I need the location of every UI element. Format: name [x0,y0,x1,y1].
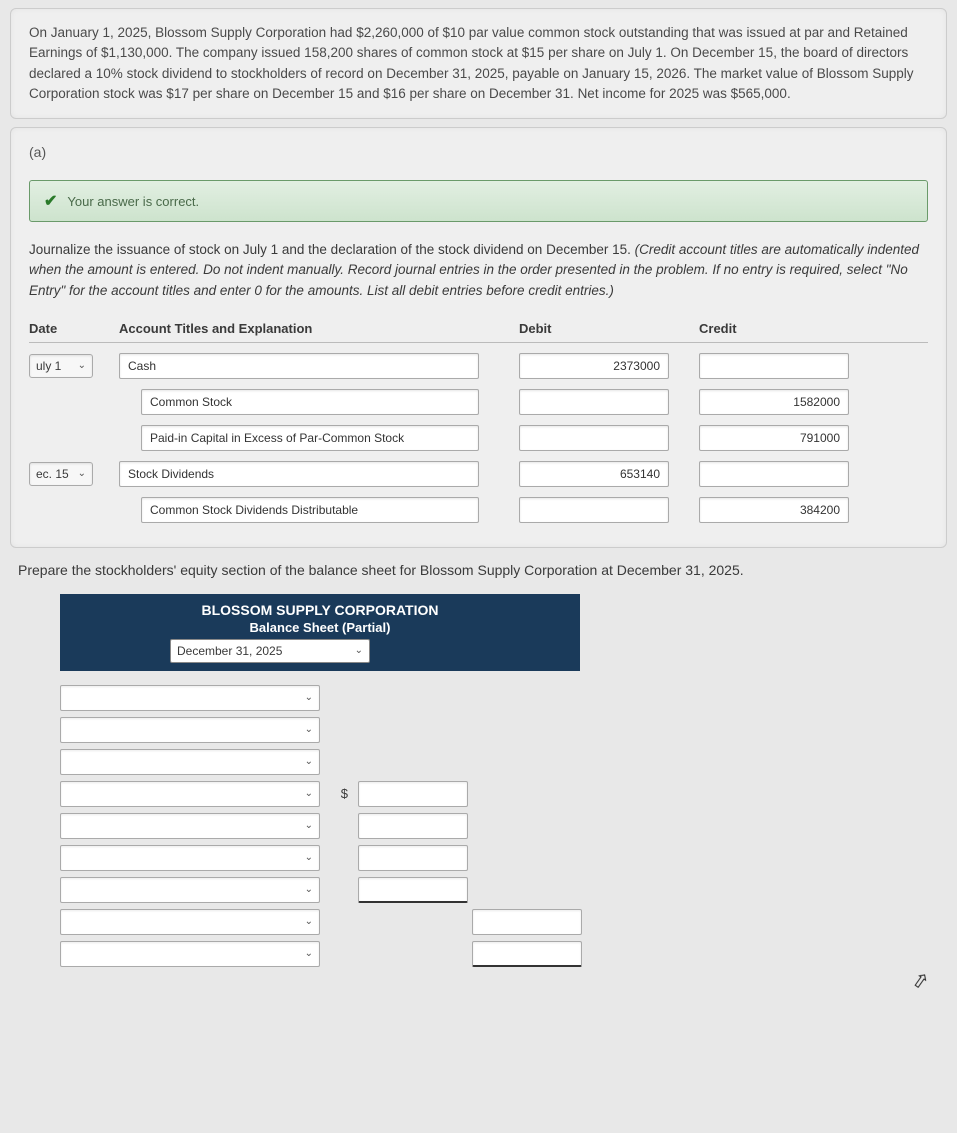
chevron-down-icon: ⌄ [305,948,313,959]
debit-input[interactable] [519,425,669,451]
journal-row: ec. 15 ⌄ Stock Dividends 653140 [29,461,928,487]
chevron-down-icon: ⌄ [305,756,313,767]
date-value: uly 1 [36,359,61,373]
journal-row: Common Stock Dividends Distributable 3842… [29,497,928,523]
debit-input[interactable]: 2373000 [519,353,669,379]
chevron-down-icon: ⌄ [305,852,313,863]
bs-label-select[interactable]: ⌄ [60,909,320,935]
date-select[interactable]: uly 1 ⌄ [29,354,93,378]
bs-label-select[interactable]: ⌄ [60,781,320,807]
debit-input[interactable]: 653140 [519,461,669,487]
date-value: ec. 15 [36,467,69,481]
bs-amount-col1[interactable] [358,877,468,903]
journal-row: uly 1 ⌄ Cash 2373000 [29,353,928,379]
bs-date-value: December 31, 2025 [177,644,282,658]
bs-amount-col1[interactable] [358,845,468,871]
check-icon: ✔ [44,191,57,211]
chevron-down-icon: ⌄ [305,884,313,895]
part-a-instructions: Journalize the issuance of stock on July… [29,240,928,301]
bs-company: BLOSSOM SUPPLY CORPORATION [60,602,580,618]
chevron-down-icon: ⌄ [305,820,313,831]
bs-row: ⌄$ [60,781,580,807]
journal-header: Date Account Titles and Explanation Debi… [29,315,928,343]
banner-text: Your answer is correct. [67,194,199,209]
bs-amount-col2[interactable] [472,909,582,935]
col-date: Date [29,321,119,336]
problem-text: On January 1, 2025, Blossom Supply Corpo… [29,23,928,104]
chevron-down-icon: ⌄ [305,692,313,703]
bs-date-select[interactable]: December 31, 2025 ⌄ [170,639,370,663]
bs-row: ⌄ [60,717,580,743]
bs-title: Balance Sheet (Partial) [60,620,580,635]
balance-sheet: BLOSSOM SUPPLY CORPORATION Balance Sheet… [60,594,580,967]
bs-label-select[interactable]: ⌄ [60,717,320,743]
debit-input[interactable] [519,389,669,415]
bs-row: ⌄ [60,813,580,839]
journal-row: Paid-in Capital in Excess of Par-Common … [29,425,928,451]
chevron-down-icon: ⌄ [78,468,86,479]
part-a-label: (a) [29,142,928,166]
account-title-input[interactable]: Cash [119,353,479,379]
dollar-sign: $ [324,786,354,801]
bs-amount-col1[interactable] [358,781,468,807]
bs-label-select[interactable]: ⌄ [60,685,320,711]
part-b-text: Prepare the stockholders' equity section… [18,562,957,578]
credit-input[interactable] [699,353,849,379]
journal-row: Common Stock 1582000 [29,389,928,415]
bs-row: ⌄ [60,749,580,775]
chevron-down-icon: ⌄ [305,724,313,735]
chevron-down-icon: ⌄ [355,645,363,656]
correct-banner: ✔ Your answer is correct. [29,180,928,222]
account-title-input[interactable]: Common Stock Dividends Distributable [141,497,479,523]
bs-header: BLOSSOM SUPPLY CORPORATION Balance Sheet… [60,594,580,639]
bs-body: ⌄⌄⌄⌄$⌄⌄⌄⌄⌄ [60,671,580,967]
bs-row: ⌄ [60,941,580,967]
bs-amount-col2[interactable] [472,941,582,967]
credit-input[interactable] [699,461,849,487]
col-acct: Account Titles and Explanation [119,321,479,336]
bs-row: ⌄ [60,877,580,903]
account-title-input[interactable]: Common Stock [141,389,479,415]
debit-input[interactable] [519,497,669,523]
account-title-input[interactable]: Paid-in Capital in Excess of Par-Common … [141,425,479,451]
bs-label-select[interactable]: ⌄ [60,749,320,775]
bs-label-select[interactable]: ⌄ [60,845,320,871]
credit-input[interactable]: 1582000 [699,389,849,415]
chevron-down-icon: ⌄ [305,916,313,927]
bs-row: ⌄ [60,909,580,935]
bs-label-select[interactable]: ⌄ [60,813,320,839]
col-credit: Credit [699,321,849,336]
chevron-down-icon: ⌄ [78,360,86,371]
bs-label-select[interactable]: ⌄ [60,941,320,967]
instructions-plain: Journalize the issuance of stock on July… [29,242,635,257]
credit-input[interactable]: 384200 [699,497,849,523]
bs-date-row: December 31, 2025 ⌄ [60,639,580,671]
date-select[interactable]: ec. 15 ⌄ [29,462,93,486]
part-a-panel: (a) ✔ Your answer is correct. Journalize… [10,127,947,548]
account-title-input[interactable]: Stock Dividends [119,461,479,487]
bs-row: ⌄ [60,845,580,871]
problem-panel: On January 1, 2025, Blossom Supply Corpo… [10,8,947,119]
bs-row: ⌄ [60,685,580,711]
journal-entries: uly 1 ⌄ Cash 2373000 Common Stock 1582000 Paid… [29,353,928,523]
cursor-icon: ⬀ [910,967,931,995]
credit-input[interactable]: 791000 [699,425,849,451]
bs-label-select[interactable]: ⌄ [60,877,320,903]
chevron-down-icon: ⌄ [305,788,313,799]
col-debit: Debit [519,321,669,336]
bs-amount-col1[interactable] [358,813,468,839]
